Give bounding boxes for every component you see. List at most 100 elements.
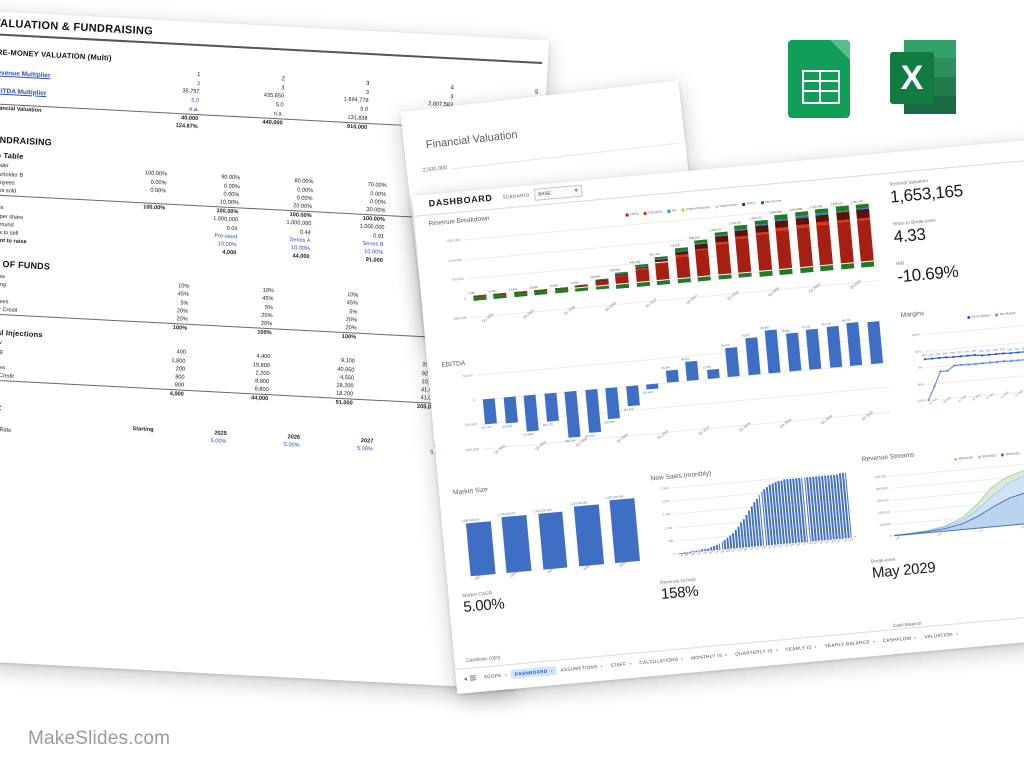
financial-valuation-title: Financial Valuation [425,128,519,152]
chevron-down-icon[interactable] [504,673,507,677]
axis-tick-label: Q3 2029 [849,278,863,290]
bar-negative [616,283,630,289]
bar-data-label: (94,236) [564,438,576,444]
chevron-down-icon[interactable] [872,640,875,643]
market-cagr-kpi: Market CAGR 5.00% [462,590,505,616]
axis-tick-label: 1,000 [663,525,673,531]
bar-segment [816,224,834,266]
bar [704,548,707,551]
axis-tick-label: 1,500,000 [445,237,461,244]
axis-tick-label: 2,500 [660,485,669,491]
bar-negative [677,277,691,284]
axis-tick-label: Q1 2029 [808,282,822,294]
axis-tick-label: Q1 2028 [726,290,740,302]
dashboard-sheet[interactable]: DASHBOARD SCENARIO BASE Revenue Breakdow… [412,137,1024,694]
chevron-down-icon[interactable] [600,665,603,668]
sheet-tab-label: DASHBOARD [514,668,548,677]
bar [718,543,721,550]
grid-line [469,260,878,299]
bar-segment [856,209,870,219]
axis-tick-label: Q1 2028 [738,421,752,433]
line-marker [923,358,926,361]
sheet-tab-monthly-is[interactable]: MONTHLY IS [687,650,732,663]
line-marker [933,385,936,388]
bar-data-label: 23,844 [661,365,670,371]
axis-tick-label: 500,000 [452,276,464,282]
sheet-tabs: SCOPE DASHBOARD ASSUMPTIONS STAFF CALCULATIO… [463,629,963,683]
legend-label: Tax [671,208,677,213]
line-data-label: 24% [921,354,927,358]
sheet-tab-label: CASHFLOW [882,635,912,644]
line-marker [1016,351,1019,354]
kpi-value: 158% [660,582,699,604]
axis-tick-label: Q3 2028 [767,286,781,298]
bar-data-label: 5,569 [488,288,496,293]
bar-negative [657,279,671,285]
sheet-tab-scope[interactable]: SCOPE [479,670,511,682]
axis-tick-label: 1,500 [662,512,672,517]
chevron-down-icon[interactable] [775,649,778,652]
legend-item: Tax [667,208,677,213]
sheet-tab-assumptions[interactable]: ASSUMPTIONS [556,661,607,675]
sheet-tab-staff[interactable]: STAFF [606,659,636,671]
sheet-list-icon[interactable] [469,675,477,681]
sheet-tab-valuation[interactable]: VALUATION [920,629,962,642]
microsoft-excel-icon[interactable]: X [890,40,956,114]
cashflows-label: Cashflows ('000) [466,654,501,663]
axis-tick-label: 0 [672,551,675,556]
bar [707,548,710,551]
chevron-down-icon[interactable] [814,645,817,648]
axis-tick-label: Q1 2027 [645,297,658,309]
bar-segment [635,268,650,283]
sheet-tab-quarterly-is[interactable]: QUARTERLY IS [731,645,782,659]
all-sheets-icon[interactable] [463,676,468,681]
legend-label: COGS [629,211,640,217]
bar-data-label: (56,732) [542,421,554,427]
bar [706,369,720,379]
line-marker [995,360,999,364]
legend-label: Stream(1) [1005,450,1020,457]
line-data-label: 20% [985,349,991,354]
market-size-chart: 1,091,200,000 2025 1,144,900,000 2026 1,141,… [454,482,652,591]
revenue-streams-chart: 500,000 400,000 300,000 200,000 100,000 0 1/25… [863,454,1024,556]
chevron-down-icon[interactable] [914,636,917,639]
google-sheets-icon[interactable] [788,40,850,118]
line-marker [945,356,948,359]
axis-tick-label: Q3 2026 [616,432,630,444]
line-marker [1010,359,1013,363]
line-data-label: 20% [999,348,1006,352]
chevron-down-icon[interactable] [550,669,553,672]
chevron-down-icon[interactable] [725,653,728,656]
legend-item: COGS [625,212,639,217]
scenario-value: BASE [538,190,551,197]
sheet-tab-bar: SCOPE DASHBOARD ASSUMPTIONS STAFF CALCULATIO… [455,611,1024,694]
bar-group [774,214,793,270]
bar [501,515,532,573]
legend-label: Gross Margin [971,313,991,319]
sheet-tab-yearly-is[interactable]: YEARLY IS [781,642,821,655]
legend-swatch [966,315,971,319]
sheet-tab-dashboard[interactable]: DASHBOARD [510,665,557,680]
chevron-down-icon[interactable] [629,662,632,665]
chevron-down-icon[interactable] [681,657,684,660]
line-data-label: 23% [950,351,956,356]
sheet-tab-label: MONTHLY IS [691,652,723,661]
bar-segment [655,262,670,281]
sheet-tab-calculations[interactable]: CALCULATIONS [635,654,688,668]
bar-data-label: (74,646) [523,432,534,438]
bar-segment [714,235,729,243]
axis-tick-label: Q1 2026 [575,436,589,448]
line-data-label: 19% [1007,347,1013,352]
chevron-down-icon[interactable] [955,632,958,636]
bar-data-label: 85,862 [760,325,770,331]
sheet-tab-label: YEARLY BALANCE [824,639,871,649]
legend-item: Stream(2) [977,453,996,459]
bar-group [674,247,691,279]
axis-tick-label: 0 [463,296,466,301]
bar-group [635,264,650,283]
scenario-dropdown[interactable]: BASE [533,184,583,201]
sheet-tab-cashflow[interactable]: CASHFLOW [878,633,920,646]
sheet-tab-yearly-balance[interactable]: YEARLY BALANCE [820,637,879,651]
chevron-down-icon [574,188,579,193]
bar-data-label: (51,747) [481,424,492,430]
